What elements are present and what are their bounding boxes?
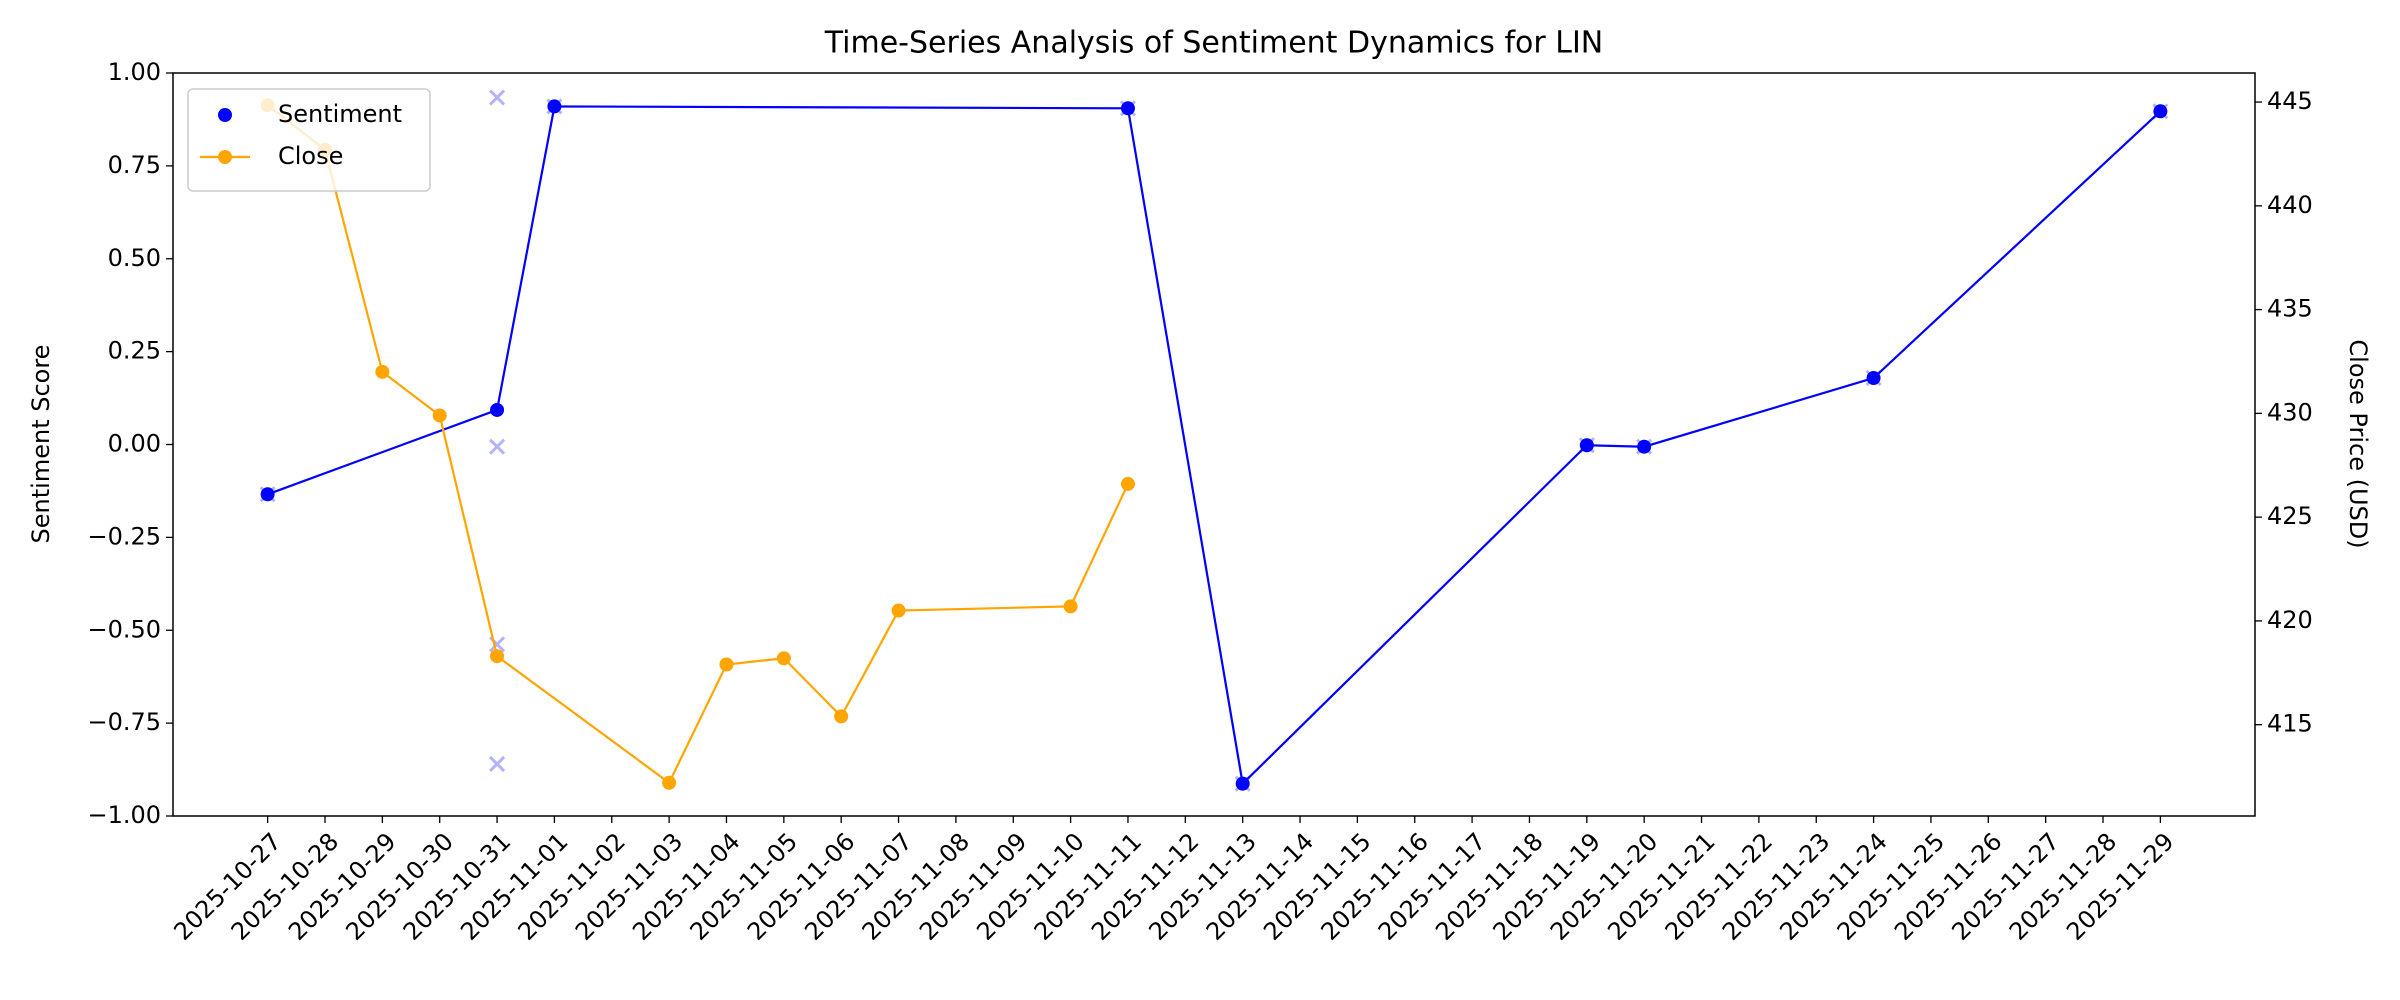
x-marker-stroke xyxy=(488,755,506,773)
y-tick-label: −0.50 xyxy=(87,615,161,643)
data-point xyxy=(1579,438,1594,453)
data-point xyxy=(490,402,505,417)
data-point xyxy=(776,651,791,666)
x-marker-stroke xyxy=(488,438,506,455)
y-tick-label: 1.00 xyxy=(108,58,161,86)
data-point xyxy=(891,603,906,618)
series-line xyxy=(267,105,2162,786)
data-point xyxy=(662,775,677,790)
legend-marker xyxy=(218,150,232,164)
legend-label: Sentiment xyxy=(278,100,402,128)
raw-score-marker xyxy=(488,755,506,773)
y2-axis-label: Close Price (USD) xyxy=(2344,339,2372,548)
legend-box xyxy=(187,88,431,192)
data-point xyxy=(1235,776,1250,791)
data-point xyxy=(432,408,447,423)
data-point xyxy=(1637,439,1652,454)
y-tick-label: 0.25 xyxy=(108,337,161,365)
y-tick-label: 0.50 xyxy=(108,244,161,272)
data-point xyxy=(1120,101,1135,116)
y2-tick-label: 445 xyxy=(2267,87,2313,115)
y2-tick-label: 430 xyxy=(2267,398,2313,426)
y-axis-label: Sentiment Score xyxy=(27,345,55,544)
y2-tick-label: 425 xyxy=(2267,502,2313,530)
x-marker-stroke xyxy=(488,636,506,653)
y-tick-label: 0.75 xyxy=(108,151,161,179)
y-tick-label: 0.00 xyxy=(108,430,161,458)
y2-tick-label: 420 xyxy=(2267,606,2313,634)
raw-score-marker xyxy=(488,438,506,455)
legend-marker xyxy=(218,108,232,122)
legend-label: Close xyxy=(278,142,343,170)
y-tick-label: −0.25 xyxy=(87,522,161,550)
raw-score-marker xyxy=(488,89,506,106)
data-point xyxy=(1866,371,1881,386)
data-point xyxy=(260,487,275,502)
y-tick-label: −0.75 xyxy=(87,708,161,736)
data-point xyxy=(490,649,505,664)
data-point xyxy=(1120,476,1135,491)
plot-frame xyxy=(172,72,2256,817)
data-point xyxy=(547,99,562,114)
data-point xyxy=(834,709,849,724)
y2-tick-label: 440 xyxy=(2267,191,2313,219)
y2-tick-label: 415 xyxy=(2267,710,2313,738)
data-point xyxy=(375,364,390,379)
data-point xyxy=(1063,599,1078,614)
data-point xyxy=(2153,104,2168,119)
y-tick-label: −1.00 xyxy=(87,801,161,829)
x-marker-stroke xyxy=(488,89,506,106)
series-line xyxy=(266,104,1129,785)
legend: Sentiment Close xyxy=(187,88,431,192)
y2-tick-label: 435 xyxy=(2267,295,2313,323)
data-point xyxy=(719,657,734,672)
chart-title: Time-Series Analysis of Sentiment Dynami… xyxy=(824,26,1604,61)
